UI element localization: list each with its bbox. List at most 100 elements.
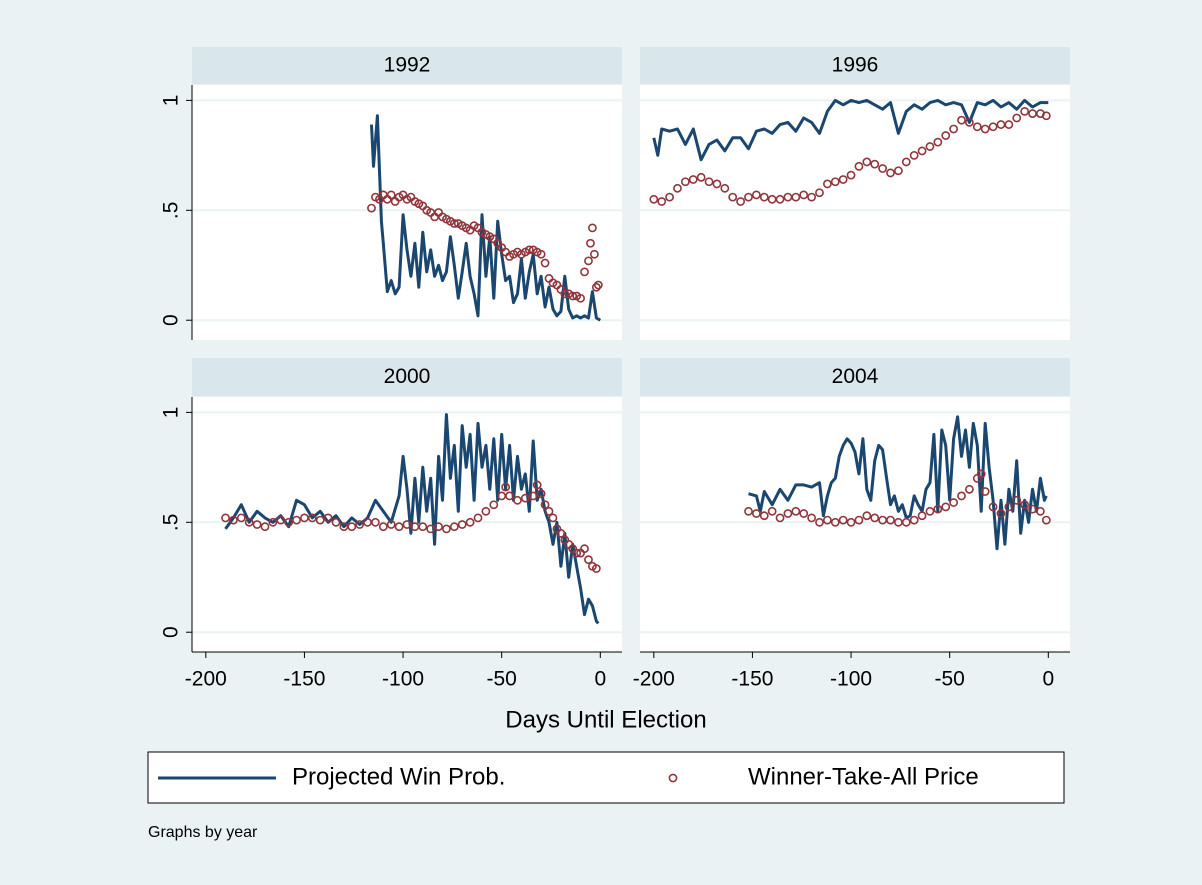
price-marker [822, 179, 832, 189]
price-marker [434, 522, 443, 532]
price-marker [996, 509, 1006, 518]
price-marker [394, 522, 404, 532]
panel-header [640, 47, 1070, 84]
price-marker [331, 517, 341, 527]
price-marker [489, 500, 499, 510]
price-marker [457, 520, 467, 529]
x-axis-title: Days Until Election [505, 706, 706, 733]
price-marker [759, 511, 769, 521]
price-marker [347, 522, 357, 532]
price-marker [584, 256, 593, 266]
price-marker [941, 131, 951, 140]
series-line [748, 415, 1048, 551]
price-marker [1028, 504, 1037, 514]
price-marker [481, 506, 491, 516]
price-marker [949, 124, 959, 134]
price-marker [815, 188, 824, 198]
y-tick-label: 1 [160, 95, 183, 107]
price-marker [957, 115, 966, 125]
price-marker [917, 146, 927, 156]
price-marker [528, 491, 538, 501]
legend-box [147, 751, 1065, 804]
price-marker [544, 506, 554, 516]
price-marker [980, 124, 990, 134]
panel-header [640, 358, 1070, 396]
price-marker [838, 515, 848, 525]
price-marker [1020, 500, 1030, 510]
price-marker [854, 515, 864, 525]
panel-title: 1996 [832, 54, 879, 77]
price-marker [878, 164, 888, 173]
price-marker [252, 520, 262, 529]
price-marker [933, 504, 943, 514]
price-marker [846, 517, 856, 527]
legend-label: Winner-Take-All Price [748, 763, 979, 790]
price-marker [572, 548, 582, 558]
price-marker [426, 524, 436, 534]
plot-area [192, 85, 622, 340]
price-marker [775, 194, 785, 204]
price-marker [759, 192, 769, 202]
price-marker [767, 506, 777, 516]
price-marker [988, 502, 998, 512]
y-tick-label: 1 [160, 407, 183, 419]
price-marker [1020, 106, 1030, 116]
x-tick-label: 0 [594, 668, 606, 691]
price-marker [846, 170, 856, 180]
price-marker [901, 517, 911, 527]
price-marker [449, 522, 459, 532]
price-marker [501, 482, 511, 492]
panel-header [192, 358, 622, 396]
price-marker [917, 511, 927, 521]
y-tick-label: 0 [160, 626, 183, 638]
price-marker [367, 203, 376, 213]
price-marker [941, 502, 951, 512]
price-marker [980, 487, 990, 496]
price-marker [886, 515, 895, 525]
price-marker [870, 159, 880, 169]
price-marker [560, 289, 570, 299]
price-marker [854, 161, 864, 171]
price-marker [925, 142, 935, 151]
price-marker [830, 177, 840, 187]
price-marker [870, 513, 880, 523]
price-marker [505, 491, 514, 501]
x-tick-label: -200 [185, 668, 227, 691]
price-marker [657, 197, 667, 206]
price-marker [1041, 515, 1051, 525]
x-tick-label: -100 [830, 668, 872, 691]
price-marker [649, 194, 659, 204]
price-marker [712, 179, 722, 189]
price-marker [593, 280, 603, 290]
price-marker [972, 122, 982, 132]
price-marker [323, 513, 333, 523]
price-marker [886, 168, 895, 178]
price-marker [229, 515, 238, 525]
legend-marker-key [668, 773, 678, 783]
price-marker [371, 517, 380, 527]
x-tick-label: -50 [934, 668, 964, 691]
x-tick-label: -100 [382, 668, 424, 691]
price-marker [1012, 495, 1022, 505]
price-marker [580, 267, 589, 277]
price-marker [976, 469, 986, 479]
price-marker [957, 491, 966, 501]
y-tick-label: .5 [160, 514, 183, 532]
price-marker [586, 238, 595, 248]
price-marker [744, 192, 753, 202]
price-marker [665, 192, 674, 202]
price-marker [465, 517, 475, 527]
note: Graphs by year [148, 824, 258, 841]
panel-title: 2000 [384, 365, 431, 388]
price-marker [680, 177, 690, 187]
x-tick-label: -150 [283, 668, 325, 691]
price-marker [862, 511, 872, 521]
price-marker [268, 517, 278, 527]
price-marker [965, 117, 974, 127]
price-marker [442, 524, 451, 534]
price-marker [284, 517, 294, 527]
price-marker [568, 291, 578, 301]
price-marker [1004, 120, 1014, 129]
price-marker [556, 528, 566, 538]
price-marker [292, 515, 301, 525]
